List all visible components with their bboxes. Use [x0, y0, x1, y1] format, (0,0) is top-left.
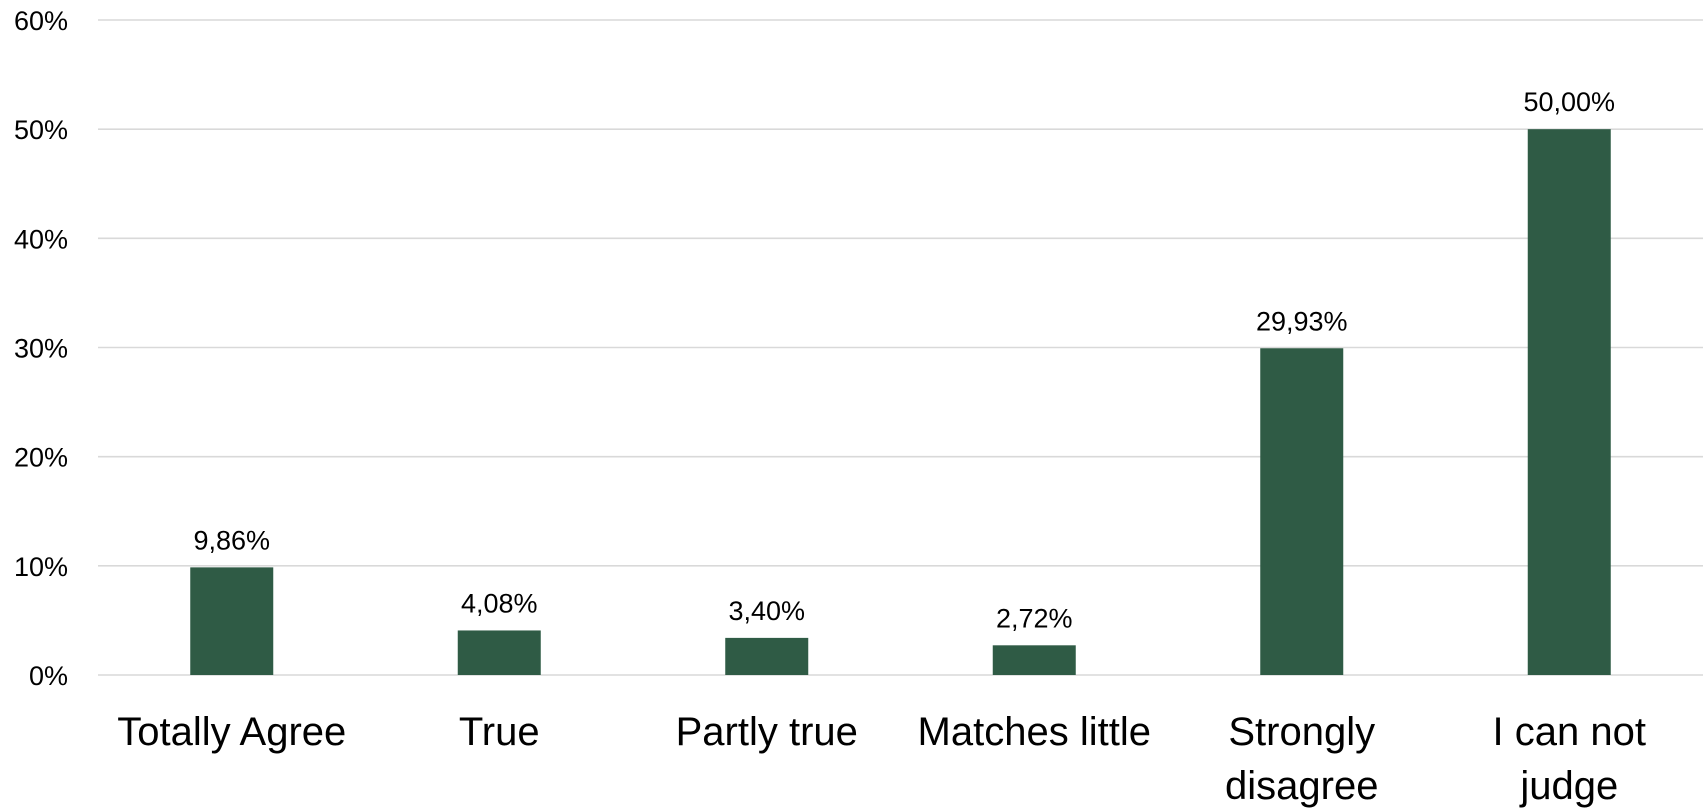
data-label: 3,40%: [728, 596, 805, 626]
data-label: 4,08%: [461, 588, 538, 618]
y-axis-tick-labels: 0% 10% 20% 30% 40% 50% 60%: [14, 6, 68, 691]
y-tick-label: 0%: [29, 661, 68, 691]
y-tick-label: 10%: [14, 552, 68, 582]
x-category-label: Totally Agree: [117, 710, 346, 754]
y-tick-label: 30%: [14, 334, 68, 364]
y-tick-label: 60%: [14, 6, 68, 36]
x-category-label: judge: [1519, 764, 1618, 808]
x-category-label: Matches little: [918, 710, 1151, 754]
bars: [190, 129, 1611, 675]
y-tick-label: 50%: [14, 115, 68, 145]
data-label: 50,00%: [1523, 87, 1615, 117]
x-category-label: disagree: [1225, 764, 1378, 808]
x-category-label: True: [459, 710, 540, 754]
bar: [1260, 348, 1344, 675]
x-category-label: I can not: [1493, 710, 1646, 754]
data-labels: 9,86% 4,08% 3,40% 2,72% 29,93% 50,00%: [193, 87, 1615, 633]
x-category-label: Strongly: [1228, 710, 1375, 754]
y-tick-label: 40%: [14, 224, 68, 254]
data-label: 29,93%: [1256, 306, 1348, 336]
gridlines: [98, 19, 1703, 676]
bar: [725, 637, 809, 675]
data-label: 9,86%: [193, 525, 270, 555]
bar: [190, 567, 274, 675]
x-axis-category-labels: Totally Agree True Partly true Matches litt…: [117, 710, 1646, 808]
bar: [992, 645, 1076, 675]
data-label: 2,72%: [996, 603, 1073, 633]
x-category-label: Partly true: [676, 710, 858, 754]
y-tick-label: 20%: [14, 443, 68, 473]
bar: [1527, 129, 1611, 675]
bar: [457, 630, 541, 675]
